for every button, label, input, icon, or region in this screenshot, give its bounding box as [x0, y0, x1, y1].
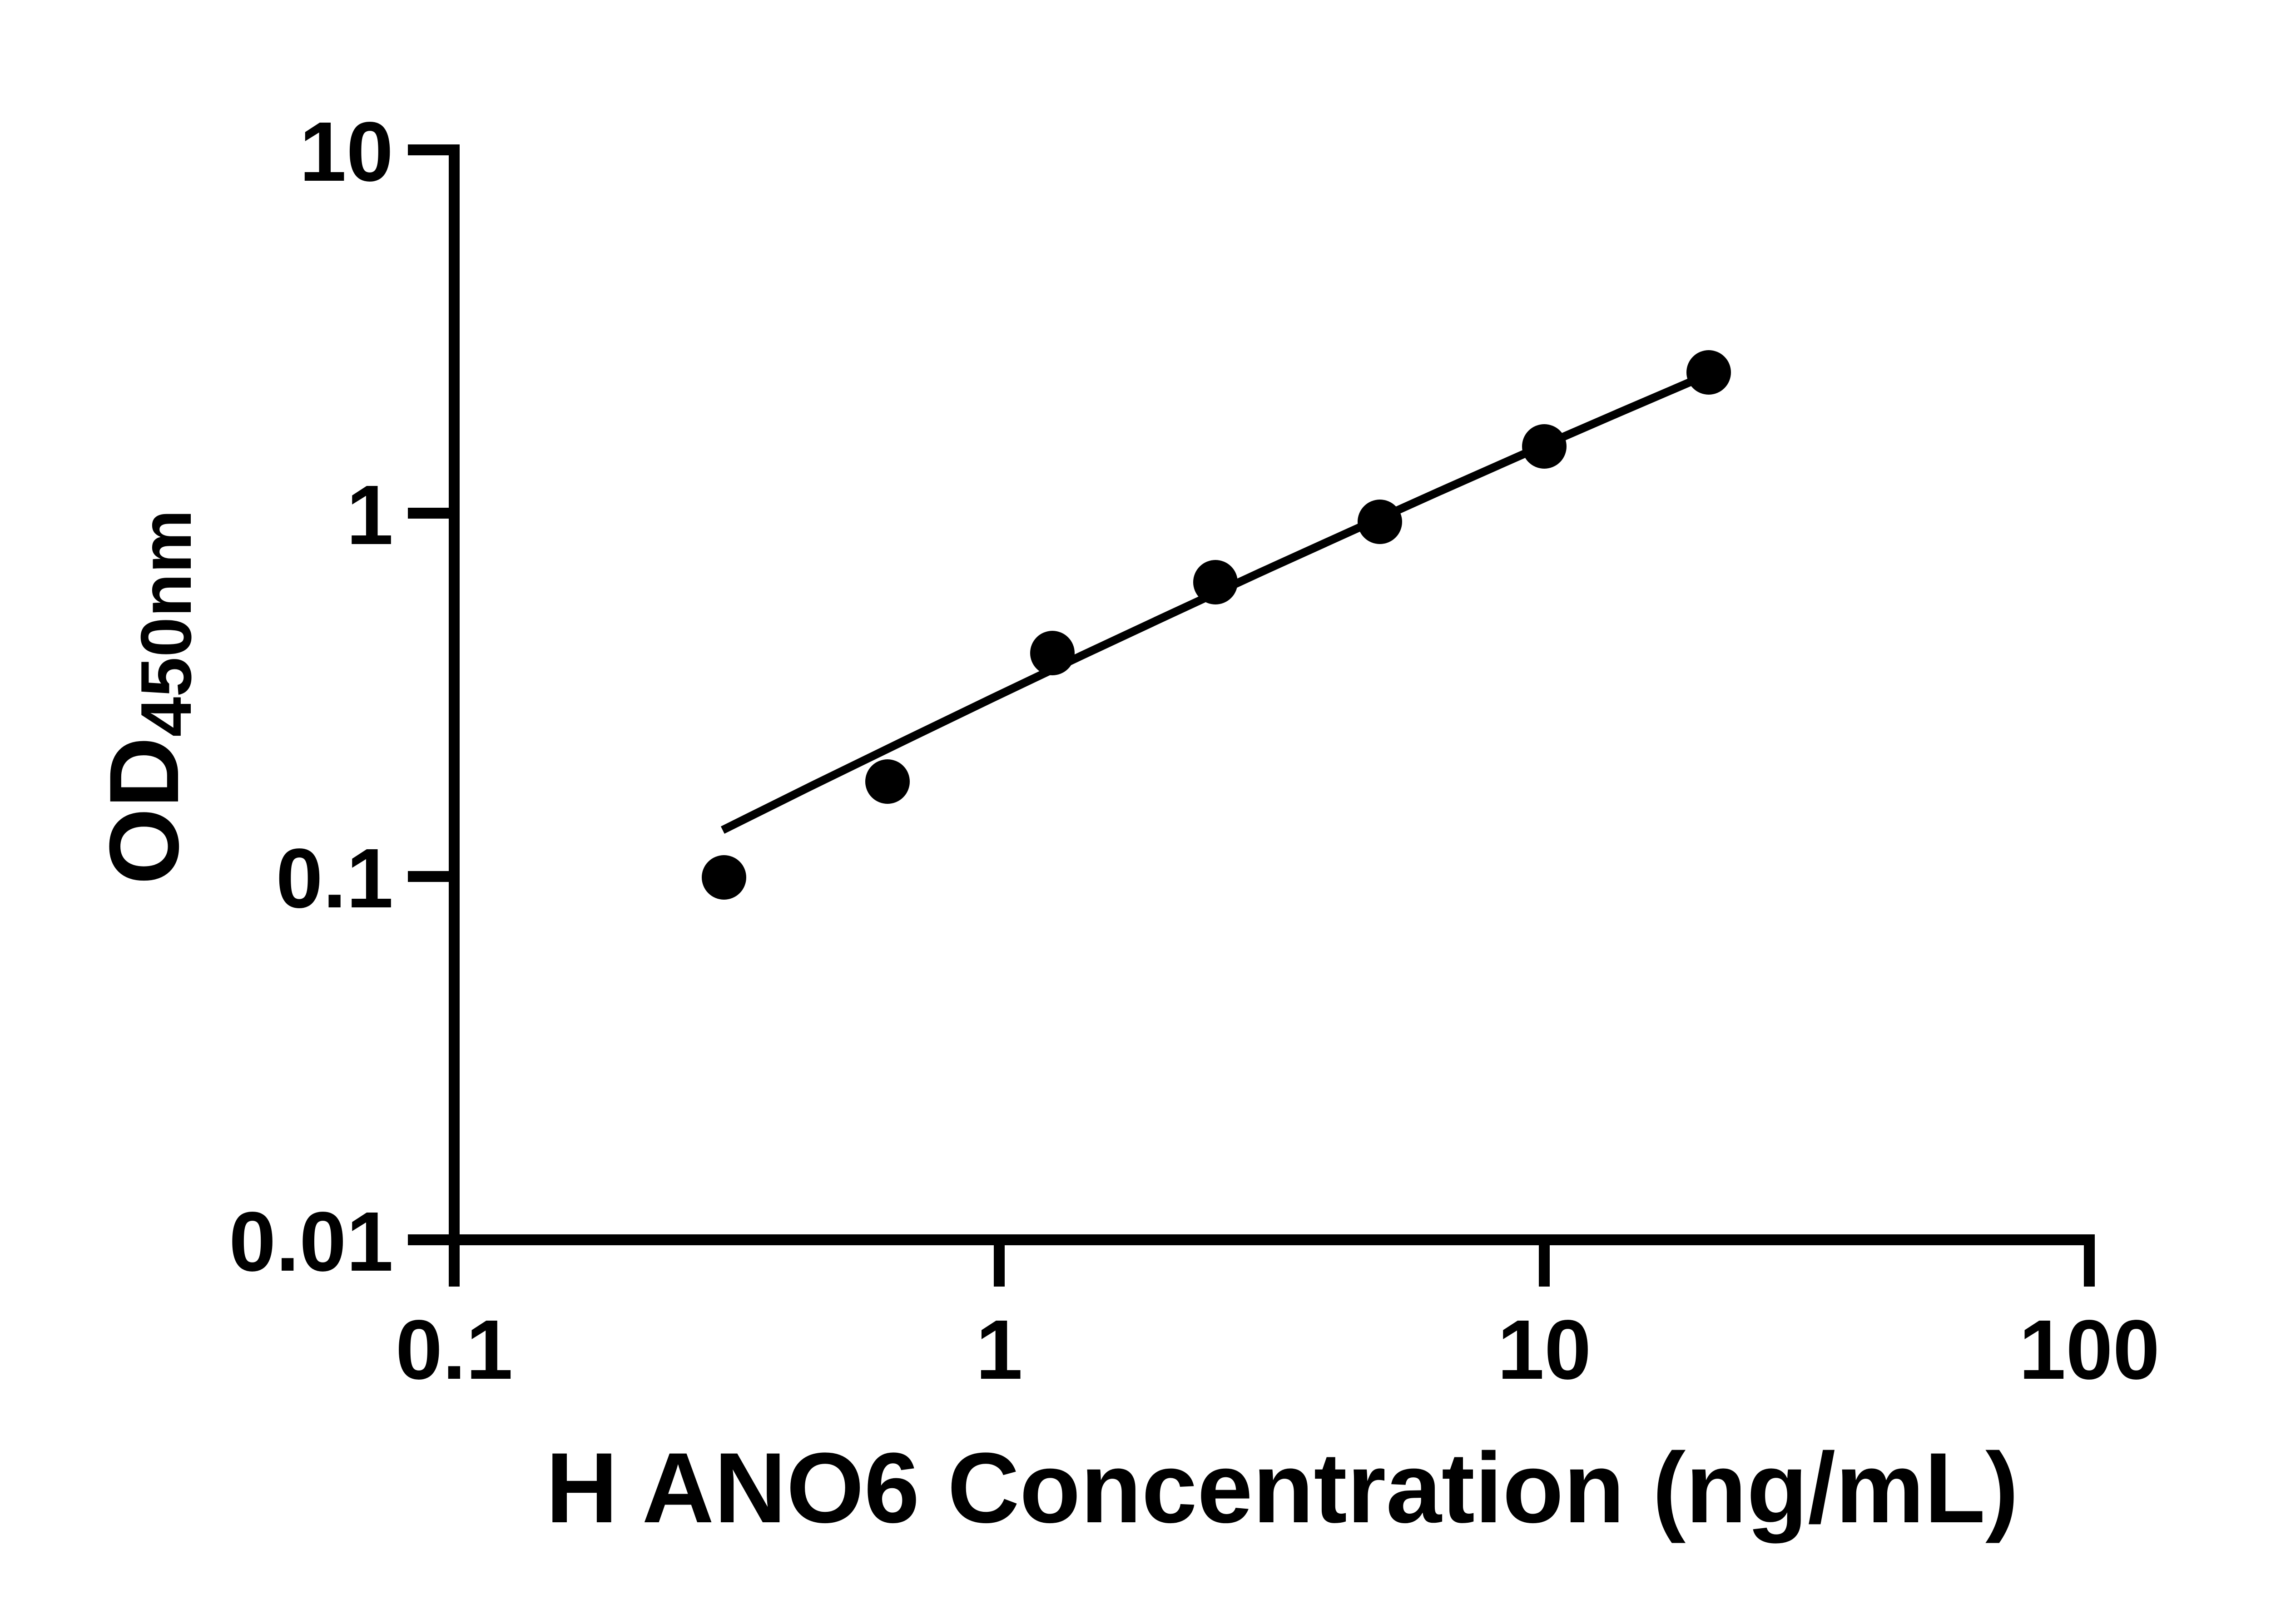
svg-text:0.1: 0.1 — [276, 832, 393, 926]
svg-text:100: 100 — [2019, 1303, 2160, 1397]
svg-text:1: 1 — [976, 1303, 1022, 1397]
svg-text:1: 1 — [347, 468, 393, 562]
svg-text:0.01: 0.01 — [229, 1195, 393, 1289]
svg-text:10: 10 — [1497, 1303, 1592, 1397]
svg-text:H ANO6 Concentration (ng/mL): H ANO6 Concentration (ng/mL) — [546, 1432, 2019, 1544]
svg-text:0.1: 0.1 — [396, 1303, 513, 1397]
svg-text:10: 10 — [299, 105, 393, 199]
